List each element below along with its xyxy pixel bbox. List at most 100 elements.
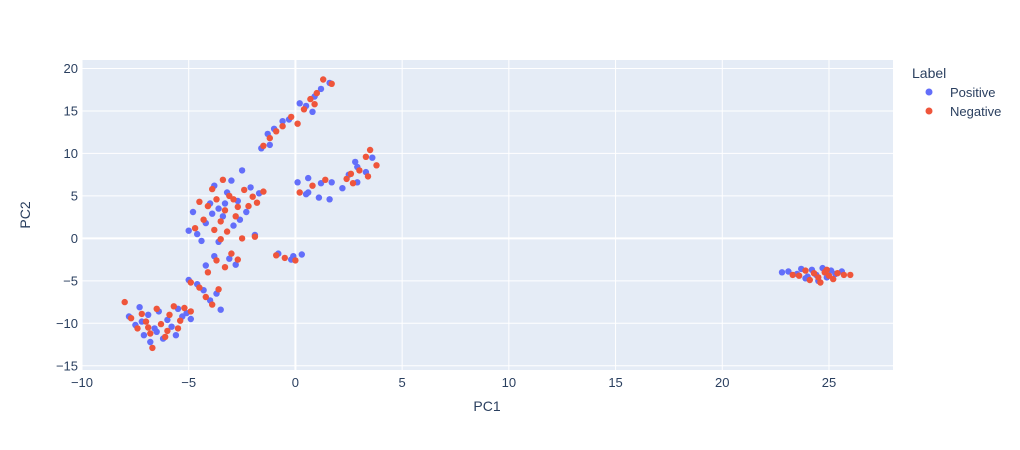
data-point-positive — [198, 237, 205, 245]
y-tick-label: 0 — [71, 231, 78, 246]
data-point-positive — [326, 196, 333, 203]
data-point-negative — [830, 275, 837, 283]
data-point-negative — [279, 123, 286, 130]
data-point-negative — [356, 167, 363, 174]
data-point-negative — [134, 325, 141, 332]
data-point-positive — [785, 268, 792, 275]
data-point-positive — [140, 332, 148, 339]
grid — [81, 60, 893, 370]
data-point-negative — [823, 266, 830, 273]
legend-label-negative: Negative — [950, 104, 1001, 119]
data-point-negative — [251, 233, 259, 240]
data-point-negative — [815, 274, 822, 281]
x-tick-label: 15 — [608, 375, 622, 390]
data-point-negative — [349, 180, 357, 187]
legend-item-negative[interactable]: Negative — [925, 104, 1002, 119]
data-point-negative — [219, 176, 227, 183]
data-point-negative — [307, 95, 314, 103]
data-point-negative — [147, 330, 154, 337]
data-point-negative — [249, 193, 256, 200]
data-point-negative — [260, 188, 267, 195]
data-point-negative — [364, 173, 372, 180]
data-points — [121, 76, 854, 352]
x-tick-label: −10 — [71, 375, 93, 390]
data-point-positive — [266, 141, 273, 149]
y-tick-label: −5 — [63, 273, 78, 288]
data-point-negative — [191, 225, 199, 232]
data-point-positive — [317, 85, 325, 93]
data-point-positive — [202, 262, 209, 269]
data-point-negative — [328, 80, 335, 88]
data-point-negative — [281, 254, 288, 262]
y-tick-label: −15 — [56, 358, 78, 373]
x-tick-label: −5 — [181, 375, 196, 390]
data-point-negative — [121, 298, 128, 306]
data-point-negative — [209, 185, 216, 193]
y-tick-label: 15 — [64, 103, 78, 118]
data-point-negative — [840, 271, 848, 279]
data-point-negative — [164, 327, 171, 335]
data-point-positive — [339, 185, 346, 192]
data-point-negative — [789, 271, 796, 279]
data-point-negative — [311, 101, 318, 108]
data-point-negative — [234, 256, 241, 263]
data-point-negative — [228, 250, 235, 257]
data-point-negative — [266, 134, 273, 142]
x-tick-label: 5 — [399, 375, 406, 390]
data-point-negative — [223, 228, 231, 235]
data-point-negative — [273, 252, 280, 259]
data-point-negative — [806, 276, 813, 284]
data-point-negative — [162, 333, 169, 341]
data-point-negative — [157, 320, 165, 328]
data-point-negative — [309, 182, 316, 189]
data-point-negative — [802, 267, 809, 274]
data-point-positive — [147, 338, 154, 346]
data-point-negative — [322, 176, 329, 183]
data-point-negative — [213, 196, 220, 203]
data-point-positive — [164, 316, 171, 324]
data-point-negative — [127, 315, 135, 322]
data-point-negative — [834, 270, 841, 277]
data-point-positive — [185, 227, 192, 234]
x-tick-label: 20 — [715, 375, 729, 390]
data-point-positive — [153, 328, 160, 335]
data-point-positive — [219, 213, 227, 220]
data-point-positive — [230, 222, 237, 229]
data-point-positive — [298, 251, 305, 258]
data-point-positive — [352, 158, 359, 166]
data-point-negative — [187, 308, 194, 315]
y-tick-label: −10 — [56, 316, 78, 331]
y-tick-label: 5 — [71, 188, 78, 203]
data-point-positive — [221, 200, 229, 207]
data-point-negative — [234, 203, 241, 211]
data-point-negative — [187, 279, 194, 286]
data-point-positive — [145, 311, 152, 318]
data-point-positive — [209, 210, 216, 217]
legend-marker-negative — [925, 107, 933, 115]
data-point-negative — [241, 186, 248, 194]
data-point-positive — [172, 332, 180, 339]
data-point-positive — [315, 194, 323, 201]
data-point-negative — [313, 89, 320, 97]
data-point-negative — [196, 198, 203, 205]
data-point-positive — [232, 261, 239, 268]
data-point-negative — [142, 318, 150, 325]
legend-item-positive[interactable]: Positive — [925, 85, 996, 100]
data-point-negative — [217, 236, 224, 243]
data-point-positive — [136, 304, 143, 311]
data-point-negative — [145, 324, 152, 331]
y-tick-label: 20 — [64, 61, 78, 76]
data-point-negative — [373, 162, 380, 169]
data-point-negative — [238, 235, 246, 242]
data-point-negative — [273, 128, 280, 135]
data-point-negative — [213, 257, 220, 264]
data-point-positive — [294, 179, 301, 186]
legend-marker-positive — [925, 88, 933, 96]
data-point-negative — [166, 311, 173, 318]
data-point-positive — [309, 108, 316, 116]
data-point-positive — [187, 315, 194, 323]
data-point-negative — [196, 284, 203, 291]
data-point-positive — [217, 306, 224, 313]
x-tick-label: 25 — [822, 375, 836, 390]
